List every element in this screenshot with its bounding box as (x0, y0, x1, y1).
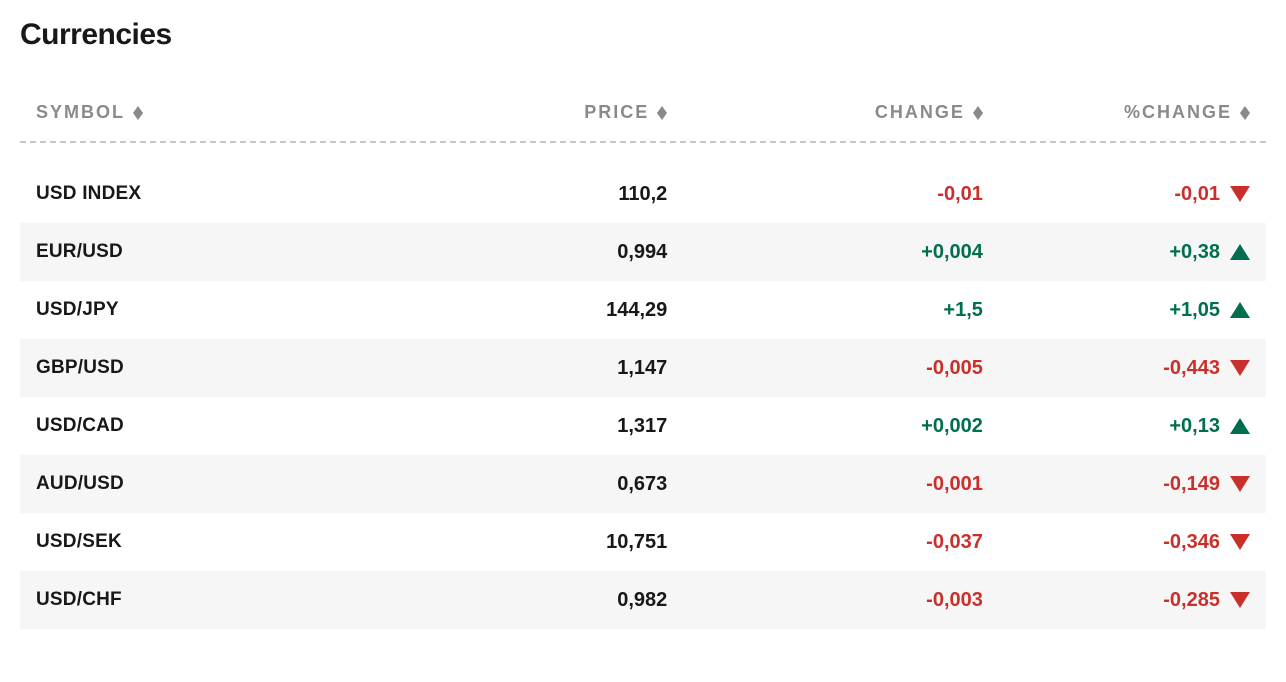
triangle-up-icon (1230, 244, 1250, 260)
cell-pct-change: -0,346 (983, 531, 1250, 554)
cell-symbol: GBP/USD (36, 357, 449, 379)
cell-change: -0,01 (667, 183, 983, 206)
cell-pct-change: +0,13 (983, 415, 1250, 438)
cell-change: -0,001 (667, 473, 983, 496)
column-label: %CHANGE (1124, 102, 1232, 123)
triangle-up-icon (1230, 302, 1250, 318)
cell-symbol: USD/JPY (36, 299, 449, 321)
sort-icon (1240, 106, 1250, 120)
pct-value: -0,01 (1174, 183, 1220, 206)
cell-change: -0,005 (667, 357, 983, 380)
column-label: CHANGE (875, 102, 965, 123)
table-row[interactable]: USD/SEK10,751-0,037 -0,346 (20, 513, 1266, 571)
pct-value: +0,13 (1169, 415, 1220, 438)
cell-symbol: USD/CHF (36, 589, 449, 611)
cell-pct-change: -0,285 (983, 589, 1250, 612)
pct-value: -0,346 (1163, 531, 1220, 554)
cell-symbol: USD/SEK (36, 531, 449, 553)
table-row[interactable]: EUR/USD0,994+0,004 +0,38 (20, 223, 1266, 281)
cell-price: 1,317 (449, 415, 668, 438)
pct-value: -0,149 (1163, 473, 1220, 496)
currencies-table: SYMBOL PRICE CHANGE %CHANGE (20, 102, 1266, 629)
cell-symbol: AUD/USD (36, 473, 449, 495)
column-header-pct-change[interactable]: %CHANGE (983, 102, 1250, 123)
table-row[interactable]: USD/CHF0,982-0,003 -0,285 (20, 571, 1266, 629)
cell-pct-change: -0,149 (983, 473, 1250, 496)
cell-change: -0,003 (667, 589, 983, 612)
cell-change: -0,037 (667, 531, 983, 554)
pct-value: -0,285 (1163, 589, 1220, 612)
cell-price: 0,994 (449, 241, 668, 264)
cell-price: 0,982 (449, 589, 668, 612)
cell-symbol: USD INDEX (36, 183, 449, 205)
pct-value: +1,05 (1169, 299, 1220, 322)
page-title: Currencies (20, 18, 1266, 52)
pct-value: -0,443 (1163, 357, 1220, 380)
cell-price: 110,2 (449, 183, 668, 206)
cell-change: +0,004 (667, 241, 983, 264)
cell-change: +1,5 (667, 299, 983, 322)
cell-pct-change: +1,05 (983, 299, 1250, 322)
table-body: USD INDEX110,2-0,01-0,01EUR/USD0,994+0,0… (20, 165, 1266, 629)
cell-change: +0,002 (667, 415, 983, 438)
sort-icon (973, 106, 983, 120)
cell-pct-change: -0,443 (983, 357, 1250, 380)
column-header-price[interactable]: PRICE (449, 102, 668, 123)
cell-price: 1,147 (449, 357, 668, 380)
sort-icon (133, 106, 143, 120)
triangle-up-icon (1230, 418, 1250, 434)
table-row[interactable]: USD/JPY144,29+1,5 +1,05 (20, 281, 1266, 339)
cell-symbol: USD/CAD (36, 415, 449, 437)
cell-price: 0,673 (449, 473, 668, 496)
sort-icon (657, 106, 667, 120)
triangle-down-icon (1230, 476, 1250, 492)
table-row[interactable]: GBP/USD1,147-0,005 -0,443 (20, 339, 1266, 397)
triangle-down-icon (1230, 592, 1250, 608)
triangle-down-icon (1230, 360, 1250, 376)
table-header-row: SYMBOL PRICE CHANGE %CHANGE (20, 102, 1266, 143)
cell-pct-change: +0,38 (983, 241, 1250, 264)
triangle-down-icon (1230, 186, 1250, 202)
cell-price: 144,29 (449, 299, 668, 322)
column-label: SYMBOL (36, 102, 125, 123)
column-header-change[interactable]: CHANGE (667, 102, 983, 123)
table-row[interactable]: AUD/USD0,673-0,001 -0,149 (20, 455, 1266, 513)
table-row[interactable]: USD INDEX110,2-0,01-0,01 (20, 165, 1266, 223)
triangle-down-icon (1230, 534, 1250, 550)
cell-symbol: EUR/USD (36, 241, 449, 263)
table-row[interactable]: USD/CAD1,317+0,002 +0,13 (20, 397, 1266, 455)
cell-pct-change: -0,01 (983, 183, 1250, 206)
column-label: PRICE (584, 102, 649, 123)
pct-value: +0,38 (1169, 241, 1220, 264)
cell-price: 10,751 (449, 531, 668, 554)
column-header-symbol[interactable]: SYMBOL (36, 102, 449, 123)
